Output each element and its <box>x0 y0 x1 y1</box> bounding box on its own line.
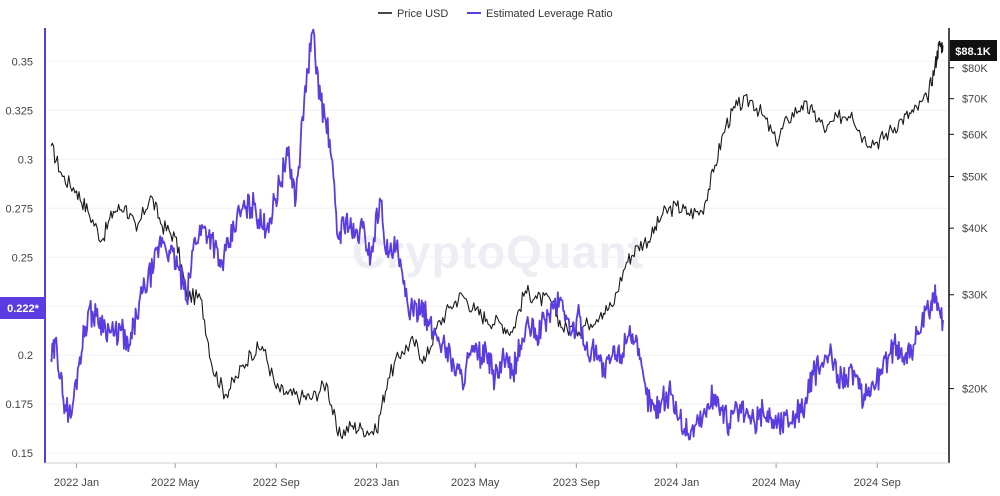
series-line-leverage <box>50 28 944 441</box>
left-tick-label: 0.325 <box>5 105 33 117</box>
x-tick-label: 2023 Jan <box>354 477 399 489</box>
left-tick-label: 0.2 <box>18 350 33 362</box>
right-tick-label: $20K <box>962 384 988 396</box>
right-tick-label: $70K <box>962 94 988 106</box>
x-tick-label: 2023 May <box>451 477 500 489</box>
right-value-text: $88.1K <box>955 46 991 58</box>
x-tick-label: 2022 Sep <box>253 477 300 489</box>
x-tick-label: 2024 May <box>752 477 801 489</box>
x-tick-label: 2024 Sep <box>854 477 901 489</box>
right-tick-label: $40K <box>962 223 988 235</box>
left-value-indicator: 0.222* <box>0 297 46 319</box>
left-tick-label: 0.175 <box>5 399 33 411</box>
left-tick-label: 0.3 <box>18 154 33 166</box>
x-tick-label: 2022 May <box>151 477 200 489</box>
right-axis-ticks: $80K $70K $60K $50K $40K $30K $20K <box>949 63 988 396</box>
right-tick-label: $60K <box>962 129 988 141</box>
x-tick-label: 2022 Jan <box>54 477 99 489</box>
x-tick-label: 2023 Sep <box>553 477 600 489</box>
right-value-badge <box>950 40 997 61</box>
right-tick-label: $80K <box>962 63 988 75</box>
grid <box>46 60 948 454</box>
left-value-badge <box>0 297 46 319</box>
left-tick-label: 0.15 <box>12 448 33 460</box>
watermark-text: CryptoQuant <box>352 226 644 278</box>
left-tick-label: 0.25 <box>12 252 33 264</box>
x-axis-ticks: 2022 Jan 2022 May 2022 Sep 2023 Jan 2023 May… <box>54 463 901 489</box>
legend-label-price[interactable]: Price USD <box>397 8 448 20</box>
legend-label-leverage[interactable]: Estimated Leverage Ratio <box>486 8 613 20</box>
x-tick-label: 2024 Jan <box>654 477 699 489</box>
legend[interactable]: Price USD Estimated Leverage Ratio <box>378 8 613 20</box>
left-value-text: 0.222* <box>7 303 40 315</box>
right-value-indicator: $88.1K <box>950 40 997 61</box>
right-tick-label: $30K <box>962 290 988 302</box>
right-tick-label: $50K <box>962 172 988 184</box>
left-tick-label: 0.275 <box>5 203 33 215</box>
series-line-price <box>50 40 944 440</box>
left-tick-label: 0.35 <box>12 56 33 68</box>
